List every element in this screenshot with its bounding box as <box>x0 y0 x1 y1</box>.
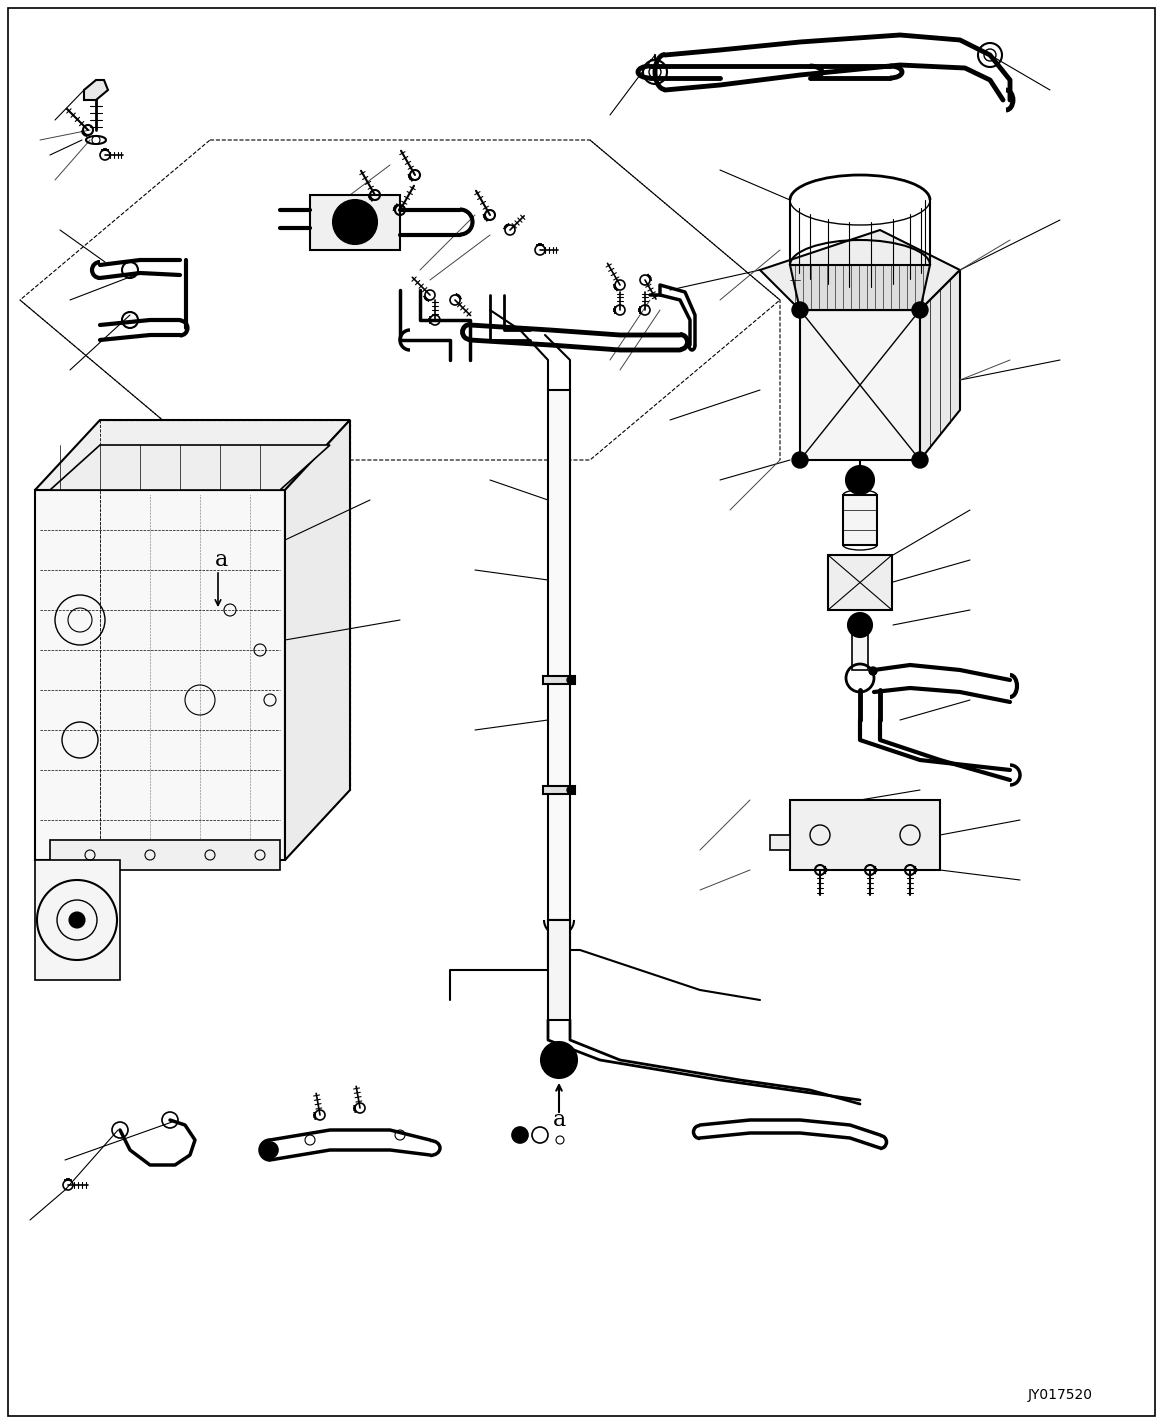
Bar <box>548 390 570 920</box>
Circle shape <box>848 612 872 637</box>
Polygon shape <box>770 834 790 850</box>
Polygon shape <box>285 420 350 860</box>
Circle shape <box>363 208 370 214</box>
Bar <box>543 676 575 684</box>
Circle shape <box>568 676 575 684</box>
Circle shape <box>792 302 808 318</box>
Circle shape <box>512 1126 528 1143</box>
Circle shape <box>333 199 377 244</box>
Text: JY017520: JY017520 <box>1027 1388 1092 1403</box>
Polygon shape <box>35 860 120 980</box>
Polygon shape <box>35 490 285 860</box>
Circle shape <box>846 466 875 494</box>
Circle shape <box>363 231 370 236</box>
Bar <box>852 635 868 671</box>
Polygon shape <box>35 420 350 490</box>
Text: a: a <box>215 550 228 571</box>
Polygon shape <box>50 840 280 870</box>
Circle shape <box>792 451 808 468</box>
Polygon shape <box>759 231 959 310</box>
Polygon shape <box>84 80 108 100</box>
Circle shape <box>341 208 347 214</box>
Circle shape <box>568 786 575 795</box>
Polygon shape <box>311 195 400 251</box>
Circle shape <box>912 302 928 318</box>
Bar <box>543 786 575 795</box>
Polygon shape <box>920 271 959 460</box>
Circle shape <box>69 911 85 928</box>
Polygon shape <box>50 444 330 490</box>
Polygon shape <box>790 800 940 870</box>
Circle shape <box>541 1042 577 1078</box>
Text: a: a <box>552 1109 565 1131</box>
Circle shape <box>341 231 347 236</box>
Circle shape <box>912 451 928 468</box>
Polygon shape <box>800 310 920 460</box>
Circle shape <box>262 1142 278 1158</box>
Bar <box>548 920 570 1020</box>
Polygon shape <box>790 265 930 310</box>
Polygon shape <box>828 555 892 609</box>
Circle shape <box>869 666 877 675</box>
Polygon shape <box>843 496 877 545</box>
